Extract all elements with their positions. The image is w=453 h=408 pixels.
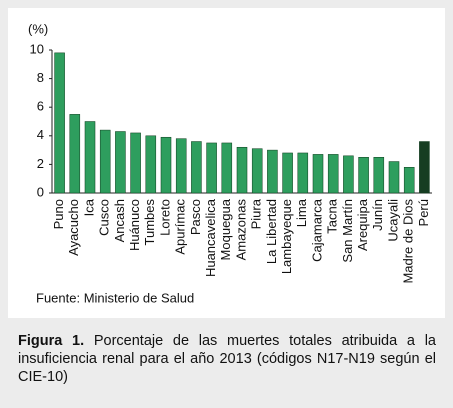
bar (267, 149, 278, 194)
y-tick-label: 2 (37, 156, 44, 171)
bar (282, 152, 293, 194)
bar (206, 142, 217, 194)
x-tick-label: Pasco (188, 199, 203, 235)
x-tick-label: Lambayeque (279, 199, 294, 274)
bar (130, 132, 141, 194)
y-tick-label: 6 (37, 99, 44, 114)
caption-text: Porcentaje de las muertes totales atribu… (18, 333, 436, 385)
bar (145, 135, 157, 194)
bar (358, 157, 369, 194)
x-tick-label: Tacna (325, 198, 340, 233)
x-tick-label: Ica (81, 198, 96, 216)
source-note: Fuente: Ministerio de Salud (36, 290, 194, 305)
x-tick-label: San Martín (340, 199, 355, 263)
x-tick-label: Ancash (112, 199, 127, 242)
x-tick-label: Puno (51, 199, 66, 229)
x-tick-label: Huancavelica (203, 198, 218, 277)
x-tick-label: Huánuco (127, 199, 142, 251)
x-tick-label: Arequipa (355, 198, 370, 251)
bar (69, 114, 81, 194)
bar (236, 146, 248, 194)
bar (327, 154, 339, 194)
x-tick-label: Cusco (97, 199, 112, 236)
x-tick-label: La Libertad (264, 199, 279, 264)
bar (99, 129, 111, 194)
bar (115, 131, 126, 194)
x-tick-label: Ucayali (385, 199, 400, 242)
x-tick-label: Apurímac (173, 199, 188, 255)
bar (54, 52, 65, 194)
bar (312, 154, 324, 194)
bar (343, 155, 354, 194)
unit-label: (%) (28, 21, 48, 36)
bar (419, 141, 430, 194)
bar (175, 138, 187, 194)
y-tick-label: 0 (37, 184, 44, 199)
bar (403, 167, 415, 194)
bar (388, 161, 400, 194)
bar (251, 148, 263, 194)
y-tick-label: 10 (30, 41, 44, 56)
x-tick-label: Lima (294, 198, 309, 227)
bar (84, 121, 96, 194)
bar (191, 141, 202, 194)
x-tick-label: Piura (249, 198, 264, 229)
x-tick-label: Moquegua (218, 198, 233, 260)
bar (221, 142, 233, 194)
x-tick-label: Junín (370, 199, 385, 231)
x-tick-label: Madre de Dios (401, 199, 416, 284)
x-tick-label: Tumbes (142, 199, 157, 246)
bar (160, 136, 172, 194)
y-tick-label: 8 (37, 70, 44, 85)
figure-caption: Figura 1. Porcentaje de las muertes tota… (18, 332, 436, 386)
caption-label: Figura 1. (18, 333, 85, 349)
bar (373, 157, 385, 194)
y-tick-label: 4 (37, 127, 44, 142)
chart: (%) Fuente: Ministerio de Salud 0 2 4 6 8 10 P… (28, 21, 432, 305)
x-tick-label: Ayacucho (66, 199, 81, 256)
x-tick-label: Amazonas (233, 199, 248, 261)
bar (297, 152, 309, 194)
x-tick-label: Loreto (157, 199, 172, 236)
x-tick-label: Perú (416, 199, 431, 226)
x-tick-label: Cajamarca (309, 198, 324, 262)
